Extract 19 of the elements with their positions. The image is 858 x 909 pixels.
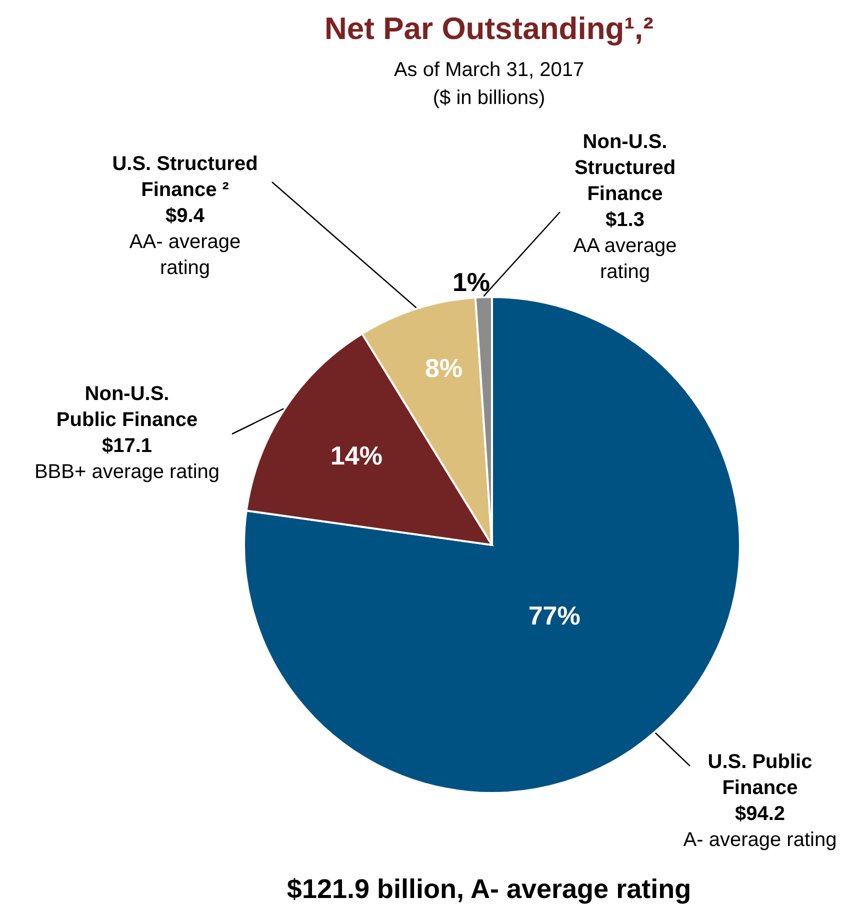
chart-title: Net Par Outstanding¹,² [324, 11, 654, 46]
chart-subtitle: As of March 31, 2017 ($ in billions) [394, 59, 584, 109]
data-label: $9.4 [166, 205, 206, 227]
text: AA average rating [573, 235, 677, 283]
slice-label: U.S. Structured Finance ² [112, 153, 258, 201]
slice-label: Non-U.S. Public Finance [56, 383, 198, 431]
data-label: $1.3 [606, 209, 644, 231]
data-label: $94.2 [734, 803, 786, 825]
text: 77% [528, 600, 580, 631]
slice-label: Non-U.S. Structured Finance [574, 131, 676, 205]
text: $121.9 billion, A- average rating [286, 874, 692, 904]
text: 8% [424, 352, 463, 383]
text: AA- average rating [129, 231, 241, 279]
slice-label: U.S. Public Finance [708, 751, 812, 799]
text: BBB+ average rating [34, 461, 220, 483]
text: 1% [452, 267, 490, 298]
text: 14% [330, 440, 382, 470]
data-label: $17.1 [102, 435, 152, 457]
text: A- average rating [683, 829, 837, 851]
